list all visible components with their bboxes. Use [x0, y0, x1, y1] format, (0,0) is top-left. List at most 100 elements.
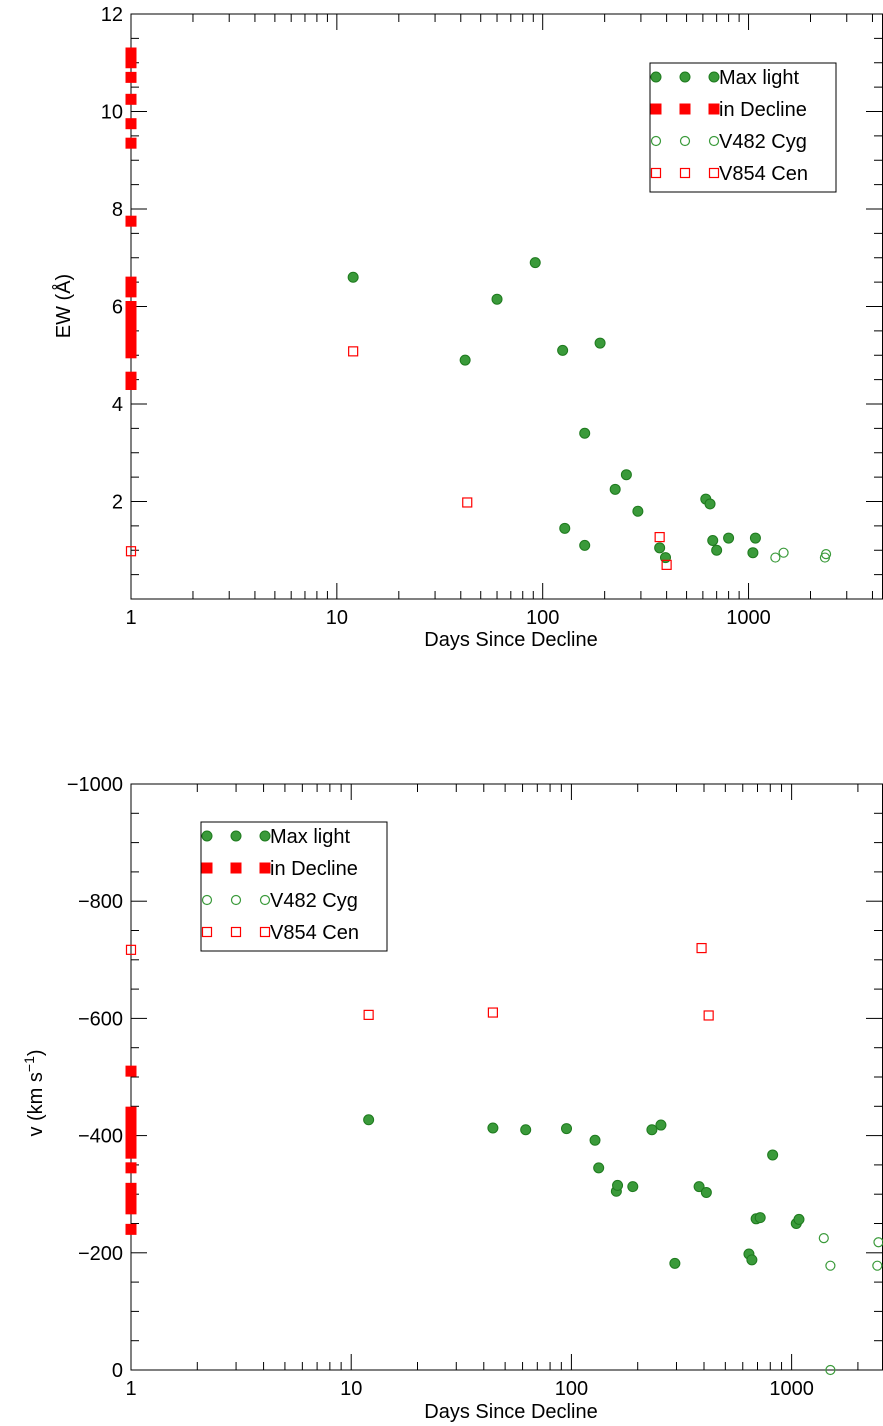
velocity-point-max-light — [487, 1122, 499, 1134]
velocity-point-in-decline — [125, 1223, 137, 1235]
ew-point-in-decline — [125, 379, 137, 390]
velocity-point-v482-cyg — [873, 1237, 883, 1248]
ew-point-max-light — [704, 498, 716, 510]
ew-point-max-light — [632, 505, 644, 517]
ew-point-v482-cyg — [820, 549, 832, 560]
ew-point-max-light — [654, 542, 666, 554]
ew-legend-label-in-decline: in Decline — [719, 99, 807, 121]
ew-point-max-light — [557, 344, 569, 356]
ew-point-v854-cen — [125, 546, 137, 557]
velocity-point-in-decline — [125, 1203, 137, 1215]
velocity-y-tick-label: −800 — [78, 891, 123, 913]
ew-series-in-decline — [125, 47, 137, 390]
ew-point-max-light — [491, 293, 503, 305]
velocity-y-axis-label-main: v (km s — [25, 1072, 47, 1136]
velocity-y-tick-label: −400 — [78, 1126, 123, 1148]
velocity-point-max-light — [746, 1254, 758, 1266]
ew-legend-marker-in-decline — [650, 103, 662, 115]
velocity-point-in-decline — [125, 1065, 137, 1077]
ew-point-max-light — [620, 469, 632, 481]
ew-x-tick-label: 1000 — [726, 607, 771, 629]
velocity-point-in-decline — [125, 1147, 137, 1159]
ew-point-v854-cen — [654, 531, 665, 543]
velocity-x-axis-label: Days Since Decline — [424, 1401, 597, 1423]
ew-point-in-decline — [125, 215, 137, 227]
velocity-legend-marker-v854-cen — [201, 926, 213, 938]
ew-point-in-decline — [125, 276, 137, 288]
velocity-point-max-light — [793, 1213, 805, 1225]
ew-point-max-light — [749, 532, 761, 544]
velocity-y-tick-label: 0 — [112, 1360, 123, 1382]
velocity-legend-label-in-decline: in Decline — [270, 858, 358, 880]
velocity-point-max-light — [655, 1119, 667, 1131]
ew-y-tick-label: 4 — [112, 394, 123, 416]
ew-point-in-decline — [125, 93, 137, 105]
ew-series-v854-cen — [125, 346, 672, 570]
ew-x-axis-label: Days Since Decline — [424, 629, 597, 651]
ew-point-v854-cen — [661, 559, 672, 570]
ew-point-in-decline — [125, 347, 137, 359]
ew-point-v854-cen — [462, 497, 473, 508]
ew-point-in-decline — [125, 118, 137, 130]
ew-point-max-light — [559, 522, 571, 534]
ew-point-in-decline — [125, 286, 137, 298]
ew-point-max-light — [707, 535, 719, 546]
velocity-point-in-decline — [125, 1182, 137, 1194]
velocity-point-v482-cyg — [872, 1260, 883, 1271]
velocity-legend-label-max-light: Max light — [270, 826, 350, 848]
velocity-y-tick-label: −200 — [78, 1243, 123, 1265]
ew-y-tick-label: 8 — [112, 199, 123, 221]
ew-point-max-light — [579, 427, 591, 439]
velocity-point-v854-cen — [696, 942, 707, 954]
ew-point-in-decline — [125, 137, 137, 149]
velocity-x-tick-label: 100 — [555, 1378, 588, 1400]
velocity-point-max-light — [669, 1257, 681, 1269]
ew-y-tick-label: 2 — [112, 492, 123, 514]
velocity-point-v854-cen — [703, 1010, 714, 1021]
velocity-legend-marker-in-decline — [259, 862, 271, 874]
velocity-legend-marker-v482-cyg — [230, 894, 242, 906]
ew-series-v482-cyg — [770, 547, 832, 563]
velocity-point-max-light — [363, 1114, 375, 1126]
ew-legend-marker-in-decline — [708, 103, 720, 115]
velocity-legend-label-v482-cyg: V482 Cyg — [270, 890, 358, 912]
ew-point-max-light — [529, 257, 541, 269]
ew-legend-marker-in-decline — [679, 103, 691, 115]
velocity-point-in-decline — [125, 1124, 137, 1136]
ew-point-max-light — [609, 483, 621, 495]
ew-legend-marker-max-light — [708, 71, 720, 83]
ew-point-v482-cyg — [770, 552, 781, 563]
ew-legend-label-max-light: Max light — [719, 67, 799, 89]
ew-x-tick-label: 1 — [125, 607, 136, 629]
velocity-legend: Max light in Decline V482 Cyg V854 Cen — [200, 821, 388, 952]
velocity-point-max-light — [754, 1212, 766, 1224]
velocity-point-v854-cen — [125, 944, 137, 955]
ew-legend-marker-v854-cen — [679, 167, 691, 179]
ew-point-in-decline — [125, 325, 137, 337]
ew-x-tick-label: 10 — [326, 607, 348, 629]
velocity-legend-label-v854-cen: V854 Cen — [270, 922, 359, 944]
ew-x-tick-label: 100 — [526, 607, 559, 629]
velocity-legend-marker-in-decline — [201, 862, 213, 874]
ew-legend-marker-v854-cen — [650, 167, 662, 179]
velocity-point-max-light — [520, 1124, 532, 1136]
velocity-y-tick-label: −600 — [78, 1008, 123, 1030]
ew-y-tick-label: 10 — [101, 102, 123, 124]
velocity-legend-marker-max-light — [230, 830, 242, 842]
velocity-legend-marker-v482-cyg — [259, 894, 271, 906]
velocity-point-in-decline — [125, 1135, 137, 1147]
ew-point-max-light — [579, 539, 591, 551]
velocity-legend-marker-in-decline — [230, 862, 242, 874]
ew-point-in-decline — [125, 371, 137, 383]
velocity-series-v482-cyg — [818, 1233, 883, 1376]
ew-point-in-decline — [125, 340, 137, 351]
ew-point-in-decline — [125, 57, 137, 69]
velocity-point-in-decline — [125, 1112, 137, 1124]
velocity-point-in-decline — [125, 1162, 137, 1174]
velocity-point-max-light — [589, 1134, 601, 1146]
ew-point-in-decline — [125, 308, 137, 320]
velocity-point-max-light — [693, 1181, 705, 1193]
velocity-point-v482-cyg — [825, 1364, 836, 1376]
ew-point-max-light — [711, 544, 723, 556]
